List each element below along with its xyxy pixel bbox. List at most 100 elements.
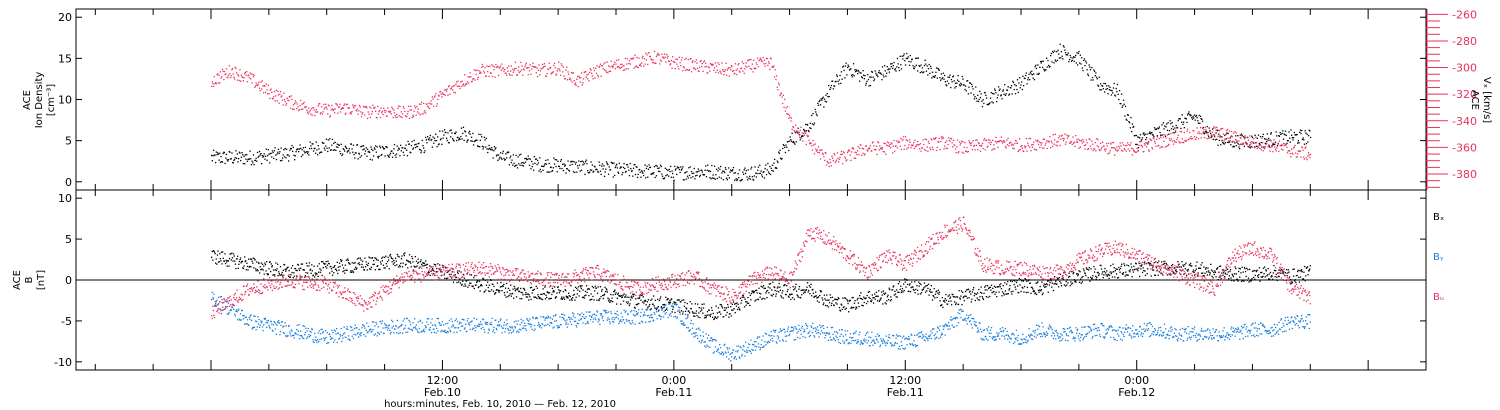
data-point-series (813, 122, 816, 124)
data-point-series (217, 152, 219, 154)
data-point-b (644, 299, 647, 301)
data-point-series (828, 165, 830, 168)
data-point-b (979, 296, 981, 298)
data-point-series (232, 162, 234, 164)
data-point-b (374, 257, 376, 259)
data-point-series (1098, 76, 1100, 78)
data-point-b (745, 304, 747, 306)
data-point-series (1081, 140, 1083, 142)
data-point-b (660, 306, 662, 308)
data-point-series (377, 157, 379, 159)
data-point-series (979, 96, 982, 99)
data-point-series (433, 105, 435, 107)
data-point-series (487, 148, 490, 150)
data-point-b (424, 264, 426, 266)
data-point-series (732, 69, 735, 72)
data-point-series (827, 96, 829, 98)
data-point-series (1073, 142, 1075, 145)
data-point-b (387, 256, 389, 259)
data-point-b (1158, 260, 1160, 262)
data-point-series (1168, 143, 1170, 146)
data-point-series (707, 164, 709, 166)
data-point-series (1252, 142, 1254, 144)
data-point-series (440, 93, 442, 95)
data-point-series (1009, 141, 1011, 143)
data-point-b (1081, 281, 1084, 283)
data-point-series (952, 146, 954, 148)
data-point-series (748, 177, 750, 179)
data-point-series (879, 72, 882, 74)
data-point-series (1297, 140, 1299, 142)
data-point-series (655, 164, 657, 167)
data-point-series (1010, 87, 1012, 89)
data-point-series (678, 68, 680, 70)
data-point-series (1134, 151, 1136, 153)
data-point-series (697, 67, 699, 69)
data-point-series (965, 150, 967, 152)
data-point-b (946, 303, 949, 305)
data-point-series (393, 109, 395, 111)
data-point-series (898, 141, 901, 143)
data-point-series (238, 151, 240, 153)
data-point-b (716, 312, 718, 314)
data-point-b (585, 285, 588, 287)
data-point-b (593, 299, 595, 301)
data-point-series (865, 82, 867, 84)
top-right-label-line1: ACE (1469, 90, 1480, 110)
data-point-series (275, 89, 278, 91)
data-point-b (429, 274, 431, 277)
data-point-series (951, 81, 953, 83)
data-point-series (617, 171, 619, 173)
data-point-series (381, 112, 383, 114)
data-point-b (404, 252, 406, 254)
data-point-series (275, 158, 278, 161)
data-point-b (860, 292, 862, 294)
data-point-b (492, 290, 495, 292)
data-point-series (1000, 94, 1002, 96)
data-point-series (880, 73, 882, 75)
data-point-b (901, 287, 904, 290)
data-point-series (360, 115, 363, 118)
data-point-series (1291, 148, 1293, 150)
data-point-b (576, 293, 578, 295)
data-point-b (868, 296, 870, 299)
data-point-series (671, 67, 673, 69)
data-point-series (873, 78, 876, 80)
data-point-b (543, 293, 545, 295)
data-point-series (828, 85, 830, 87)
data-point-series (588, 80, 590, 82)
data-point-series (485, 146, 487, 148)
data-point-b (523, 288, 525, 290)
data-point-series (272, 98, 274, 100)
data-point-series (1155, 128, 1157, 130)
data-point-series (1131, 131, 1133, 133)
data-point-series (1195, 138, 1197, 140)
data-point-series (711, 64, 713, 66)
data-point-b (1150, 263, 1152, 265)
data-point-series (739, 180, 741, 182)
data-point-b (1151, 269, 1154, 271)
data-point-b (380, 263, 382, 265)
data-point-b (345, 259, 348, 261)
data-point-series (792, 140, 795, 143)
data-point-series (485, 75, 487, 77)
data-point-series (527, 155, 529, 157)
data-point-series (660, 60, 662, 62)
data-point-series (1137, 149, 1140, 152)
data-point-series (545, 75, 547, 77)
data-point-b (1022, 287, 1024, 289)
data-point-series (269, 89, 271, 91)
data-point-series (1232, 140, 1234, 142)
data-point-series (676, 58, 679, 60)
data-point-series (423, 111, 425, 113)
data-point-series (858, 154, 860, 156)
data-point-series (1021, 81, 1023, 83)
data-point-series (423, 147, 425, 149)
data-point-series (280, 147, 282, 149)
data-point-series (958, 84, 961, 86)
data-point-series (1166, 134, 1169, 136)
data-point-series (504, 72, 506, 74)
data-point-series (965, 90, 967, 92)
data-point-series (638, 169, 640, 171)
data-point-series (842, 66, 844, 68)
